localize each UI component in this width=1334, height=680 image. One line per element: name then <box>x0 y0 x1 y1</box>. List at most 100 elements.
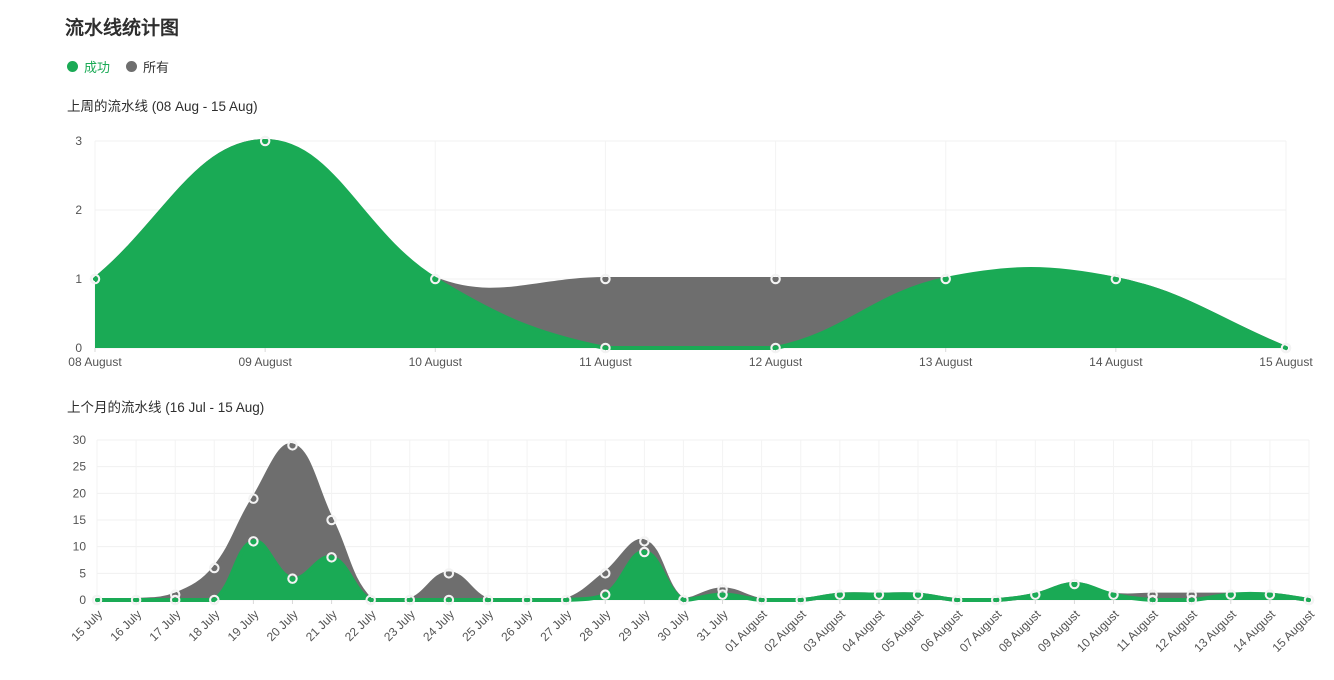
all-legend-dot-icon <box>126 61 138 72</box>
data-point-marker[interactable] <box>89 273 101 285</box>
data-point-marker[interactable] <box>600 589 611 600</box>
x-axis-tick-label: 28 July <box>577 607 614 644</box>
x-axis-tick-label: 17 July <box>147 607 184 644</box>
y-axis-tick-label: 5 <box>79 566 86 580</box>
data-point-marker[interactable] <box>1186 594 1197 606</box>
data-point-marker[interactable] <box>430 273 441 285</box>
data-point-marker[interactable] <box>443 568 455 579</box>
data-point-marker[interactable] <box>521 594 533 606</box>
success-legend-dot-icon <box>67 61 78 72</box>
data-point-marker[interactable] <box>873 589 885 600</box>
page-title: 流水线统计图 <box>65 18 180 39</box>
x-axis-tick-label: 20 July <box>264 607 301 644</box>
data-point-marker[interactable] <box>1147 594 1158 606</box>
x-axis-tick-label: 27 July <box>537 607 574 644</box>
data-point-marker[interactable] <box>834 589 846 600</box>
y-axis-tick-label: 2 <box>75 203 82 217</box>
y-axis-tick-label: 0 <box>79 593 86 607</box>
data-point-marker[interactable] <box>600 342 611 354</box>
data-point-marker[interactable] <box>248 536 259 547</box>
data-point-marker[interactable] <box>248 493 259 504</box>
x-axis-tick-label: 21 July <box>303 607 340 644</box>
data-point-marker[interactable] <box>1108 589 1119 600</box>
data-point-marker[interactable] <box>287 440 298 451</box>
data-point-marker[interactable] <box>912 589 924 600</box>
y-axis-tick-label: 10 <box>73 540 87 554</box>
data-point-marker[interactable] <box>443 594 455 606</box>
x-axis-tick-label: 14 August <box>1089 355 1143 369</box>
x-axis-tick-label: 19 July <box>225 607 262 644</box>
weekly-chart-label: 上周的流水线 (08 Aug - 15 Aug) <box>67 99 258 114</box>
weekly-pipelines-area-chart: 0 1 2 3 08 August 09 August 10 August 11 August… <box>68 134 1313 369</box>
data-point-marker[interactable] <box>1030 589 1041 600</box>
data-point-marker[interactable] <box>795 594 806 606</box>
x-axis-tick-label: 13 August <box>919 355 973 369</box>
data-point-marker[interactable] <box>482 594 494 606</box>
x-axis-tick-label: 26 July <box>498 607 535 644</box>
series-area-成功 <box>95 141 1286 348</box>
x-axis-tick-label: 29 July <box>616 607 653 644</box>
x-axis-tick-label: 24 July <box>420 607 457 644</box>
data-point-marker[interactable] <box>209 594 220 606</box>
y-axis-tick-label: 25 <box>73 460 87 474</box>
x-axis-tick-label: 12 August <box>749 355 803 369</box>
data-point-marker[interactable] <box>951 594 963 606</box>
x-axis-tick-label: 09 August <box>238 355 292 369</box>
series-area-所有 <box>97 445 1309 600</box>
data-point-marker[interactable] <box>1280 342 1292 354</box>
data-point-marker[interactable] <box>600 273 611 285</box>
data-point-marker[interactable] <box>990 594 1002 606</box>
data-point-marker[interactable] <box>1303 594 1315 606</box>
x-axis-tick-label: 22 July <box>342 607 379 644</box>
data-point-marker[interactable] <box>560 594 572 606</box>
x-axis-tick-label: 25 July <box>459 607 496 644</box>
x-axis-tick-label: 30 July <box>655 607 692 644</box>
y-axis-tick-label: 20 <box>73 486 87 500</box>
x-axis-tick-label: 15 July <box>68 607 105 644</box>
monthly-chart-label: 上个月的流水线 (16 Jul - 15 Aug) <box>67 400 265 415</box>
x-axis-tick-label: 08 August <box>68 355 122 369</box>
chart-legend: 成功 所有 <box>67 57 169 76</box>
data-point-marker[interactable] <box>287 573 298 584</box>
monthly-pipelines-area-chart: 0 5 10 15 20 25 30 15 July 16 July 17 July 18 July… <box>68 433 1317 655</box>
series-area-成功 <box>97 541 1309 600</box>
legend-item-success: 成功 <box>67 57 110 76</box>
data-point-marker[interactable] <box>600 568 611 579</box>
legend-label-success: 成功 <box>84 60 111 75</box>
y-axis-tick-label: 1 <box>75 272 82 286</box>
data-point-marker[interactable] <box>1225 589 1237 600</box>
data-point-marker[interactable] <box>169 594 181 606</box>
data-point-marker[interactable] <box>639 546 650 558</box>
data-point-marker[interactable] <box>770 342 781 354</box>
data-point-marker[interactable] <box>259 135 271 147</box>
legend-item-all: 所有 <box>126 57 169 76</box>
x-axis-tick-label: 31 July <box>694 607 731 644</box>
data-point-marker[interactable] <box>1264 589 1276 600</box>
data-point-marker[interactable] <box>404 594 416 606</box>
x-axis-tick-label: 18 July <box>186 607 223 644</box>
data-point-marker[interactable] <box>639 536 650 547</box>
x-axis-tick-label: 10 August <box>1074 607 1122 655</box>
data-point-marker[interactable] <box>365 594 376 606</box>
x-axis-tick-label: 10 August <box>409 355 463 369</box>
x-axis-tick-label: 11 August <box>579 355 632 369</box>
data-point-marker[interactable] <box>756 594 767 606</box>
y-axis-tick-label: 3 <box>75 134 82 148</box>
y-axis-tick-label: 0 <box>75 341 82 355</box>
data-point-marker[interactable] <box>130 594 142 606</box>
data-point-marker[interactable] <box>209 562 220 574</box>
data-point-marker[interactable] <box>91 594 103 606</box>
data-point-marker[interactable] <box>770 273 781 285</box>
data-point-marker[interactable] <box>678 594 689 606</box>
data-point-marker[interactable] <box>326 552 337 563</box>
data-point-marker[interactable] <box>326 514 337 526</box>
data-point-marker[interactable] <box>940 273 951 285</box>
data-point-marker[interactable] <box>717 589 728 600</box>
y-axis-tick-label: 15 <box>73 513 87 527</box>
data-point-marker[interactable] <box>1110 273 1122 285</box>
y-axis-tick-label: 30 <box>73 433 87 447</box>
data-point-marker[interactable] <box>1069 578 1080 590</box>
x-axis-tick-label: 15 August <box>1259 355 1313 369</box>
x-axis-tick-label: 23 July <box>381 607 418 644</box>
